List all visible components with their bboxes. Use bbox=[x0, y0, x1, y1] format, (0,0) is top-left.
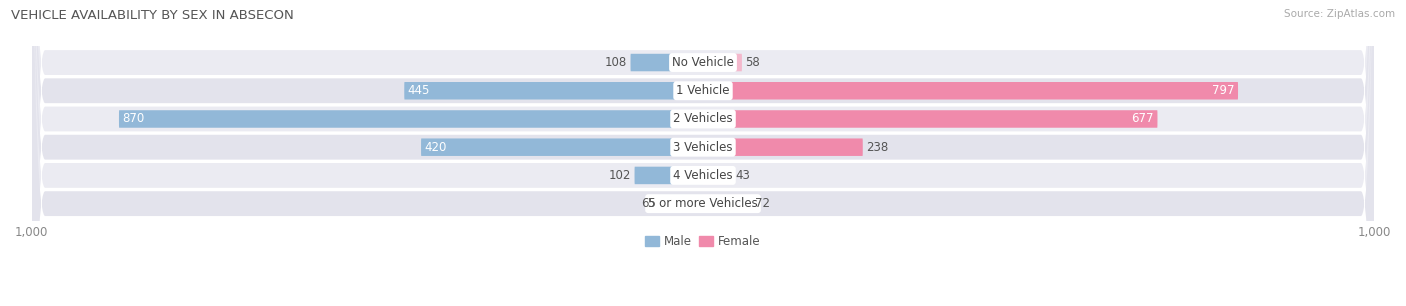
Text: No Vehicle: No Vehicle bbox=[672, 56, 734, 69]
Text: 5 or more Vehicles: 5 or more Vehicles bbox=[648, 197, 758, 210]
Text: 108: 108 bbox=[605, 56, 627, 69]
FancyBboxPatch shape bbox=[32, 0, 1374, 306]
Legend: Male, Female: Male, Female bbox=[641, 231, 765, 253]
FancyBboxPatch shape bbox=[703, 195, 751, 212]
FancyBboxPatch shape bbox=[32, 0, 1374, 306]
FancyBboxPatch shape bbox=[703, 54, 742, 71]
Text: 238: 238 bbox=[866, 141, 889, 154]
FancyBboxPatch shape bbox=[32, 0, 1374, 306]
Text: 445: 445 bbox=[408, 84, 430, 97]
FancyBboxPatch shape bbox=[32, 0, 1374, 306]
FancyBboxPatch shape bbox=[405, 82, 703, 99]
Text: Source: ZipAtlas.com: Source: ZipAtlas.com bbox=[1284, 9, 1395, 19]
FancyBboxPatch shape bbox=[32, 0, 1374, 306]
Text: 797: 797 bbox=[1212, 84, 1234, 97]
Text: 58: 58 bbox=[745, 56, 761, 69]
Text: 2 Vehicles: 2 Vehicles bbox=[673, 113, 733, 125]
Text: VEHICLE AVAILABILITY BY SEX IN ABSECON: VEHICLE AVAILABILITY BY SEX IN ABSECON bbox=[11, 9, 294, 22]
Text: 102: 102 bbox=[609, 169, 631, 182]
Text: 72: 72 bbox=[755, 197, 769, 210]
FancyBboxPatch shape bbox=[120, 110, 703, 128]
FancyBboxPatch shape bbox=[32, 0, 1374, 306]
FancyBboxPatch shape bbox=[634, 167, 703, 184]
FancyBboxPatch shape bbox=[630, 54, 703, 71]
Text: 65: 65 bbox=[641, 197, 657, 210]
Text: 4 Vehicles: 4 Vehicles bbox=[673, 169, 733, 182]
FancyBboxPatch shape bbox=[703, 138, 863, 156]
FancyBboxPatch shape bbox=[703, 110, 1157, 128]
FancyBboxPatch shape bbox=[703, 167, 733, 184]
Text: 1 Vehicle: 1 Vehicle bbox=[676, 84, 730, 97]
Text: 420: 420 bbox=[425, 141, 447, 154]
Text: 43: 43 bbox=[735, 169, 749, 182]
FancyBboxPatch shape bbox=[703, 82, 1239, 99]
FancyBboxPatch shape bbox=[420, 138, 703, 156]
Text: 677: 677 bbox=[1132, 113, 1154, 125]
Text: 3 Vehicles: 3 Vehicles bbox=[673, 141, 733, 154]
FancyBboxPatch shape bbox=[659, 195, 703, 212]
Text: 870: 870 bbox=[122, 113, 145, 125]
